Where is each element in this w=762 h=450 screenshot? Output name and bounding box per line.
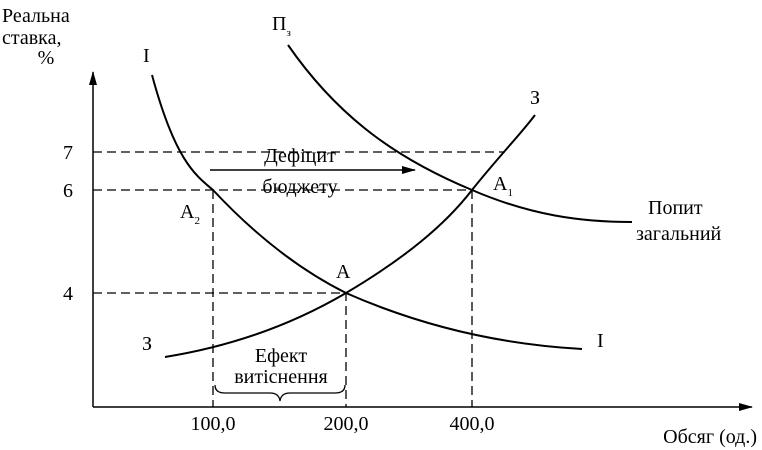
y-tick-label: 4 [63, 283, 73, 305]
label-main: П [272, 13, 286, 35]
curve-label: загальний [636, 223, 722, 245]
savings-curve [164, 114, 536, 358]
label-sub: з [286, 27, 290, 39]
label-main: А [493, 173, 508, 195]
guide-line [93, 292, 347, 407]
point-label: А [336, 261, 351, 283]
label-sub: 2 [194, 215, 200, 227]
guide-line [93, 189, 473, 407]
y-label: Реальна [2, 5, 70, 27]
brace [214, 384, 346, 402]
label-main: А [180, 201, 195, 223]
y-label: ставка, [2, 27, 61, 49]
point-label: А2 [180, 201, 200, 227]
annotation: витіснення [234, 366, 328, 388]
curve-label: I [143, 45, 150, 67]
x-tick-label: 100,0 [191, 413, 236, 435]
curve-label: З [530, 87, 540, 109]
curve-label: З [142, 333, 152, 355]
y-tick-label: 6 [63, 180, 73, 202]
y-label: % [38, 47, 55, 69]
x-tick-label: 400,0 [450, 413, 495, 435]
x-tick-label: 200,0 [324, 413, 369, 435]
point-label: А1 [493, 173, 513, 199]
curve-label: I [597, 330, 604, 352]
label-sub: 1 [507, 187, 513, 199]
annotation: Дефіцит [264, 145, 336, 167]
label-main: А [336, 261, 351, 283]
annotation: бюджету [262, 176, 337, 198]
y-tick-label: 7 [63, 142, 73, 164]
curve-label: Пз [272, 13, 291, 39]
annotation: Ефект [255, 345, 308, 367]
curve-label: Попит [648, 197, 703, 219]
investment-curve [151, 74, 583, 350]
x-label: Обсяг (од.) [663, 426, 757, 448]
demand-curve [287, 44, 633, 223]
